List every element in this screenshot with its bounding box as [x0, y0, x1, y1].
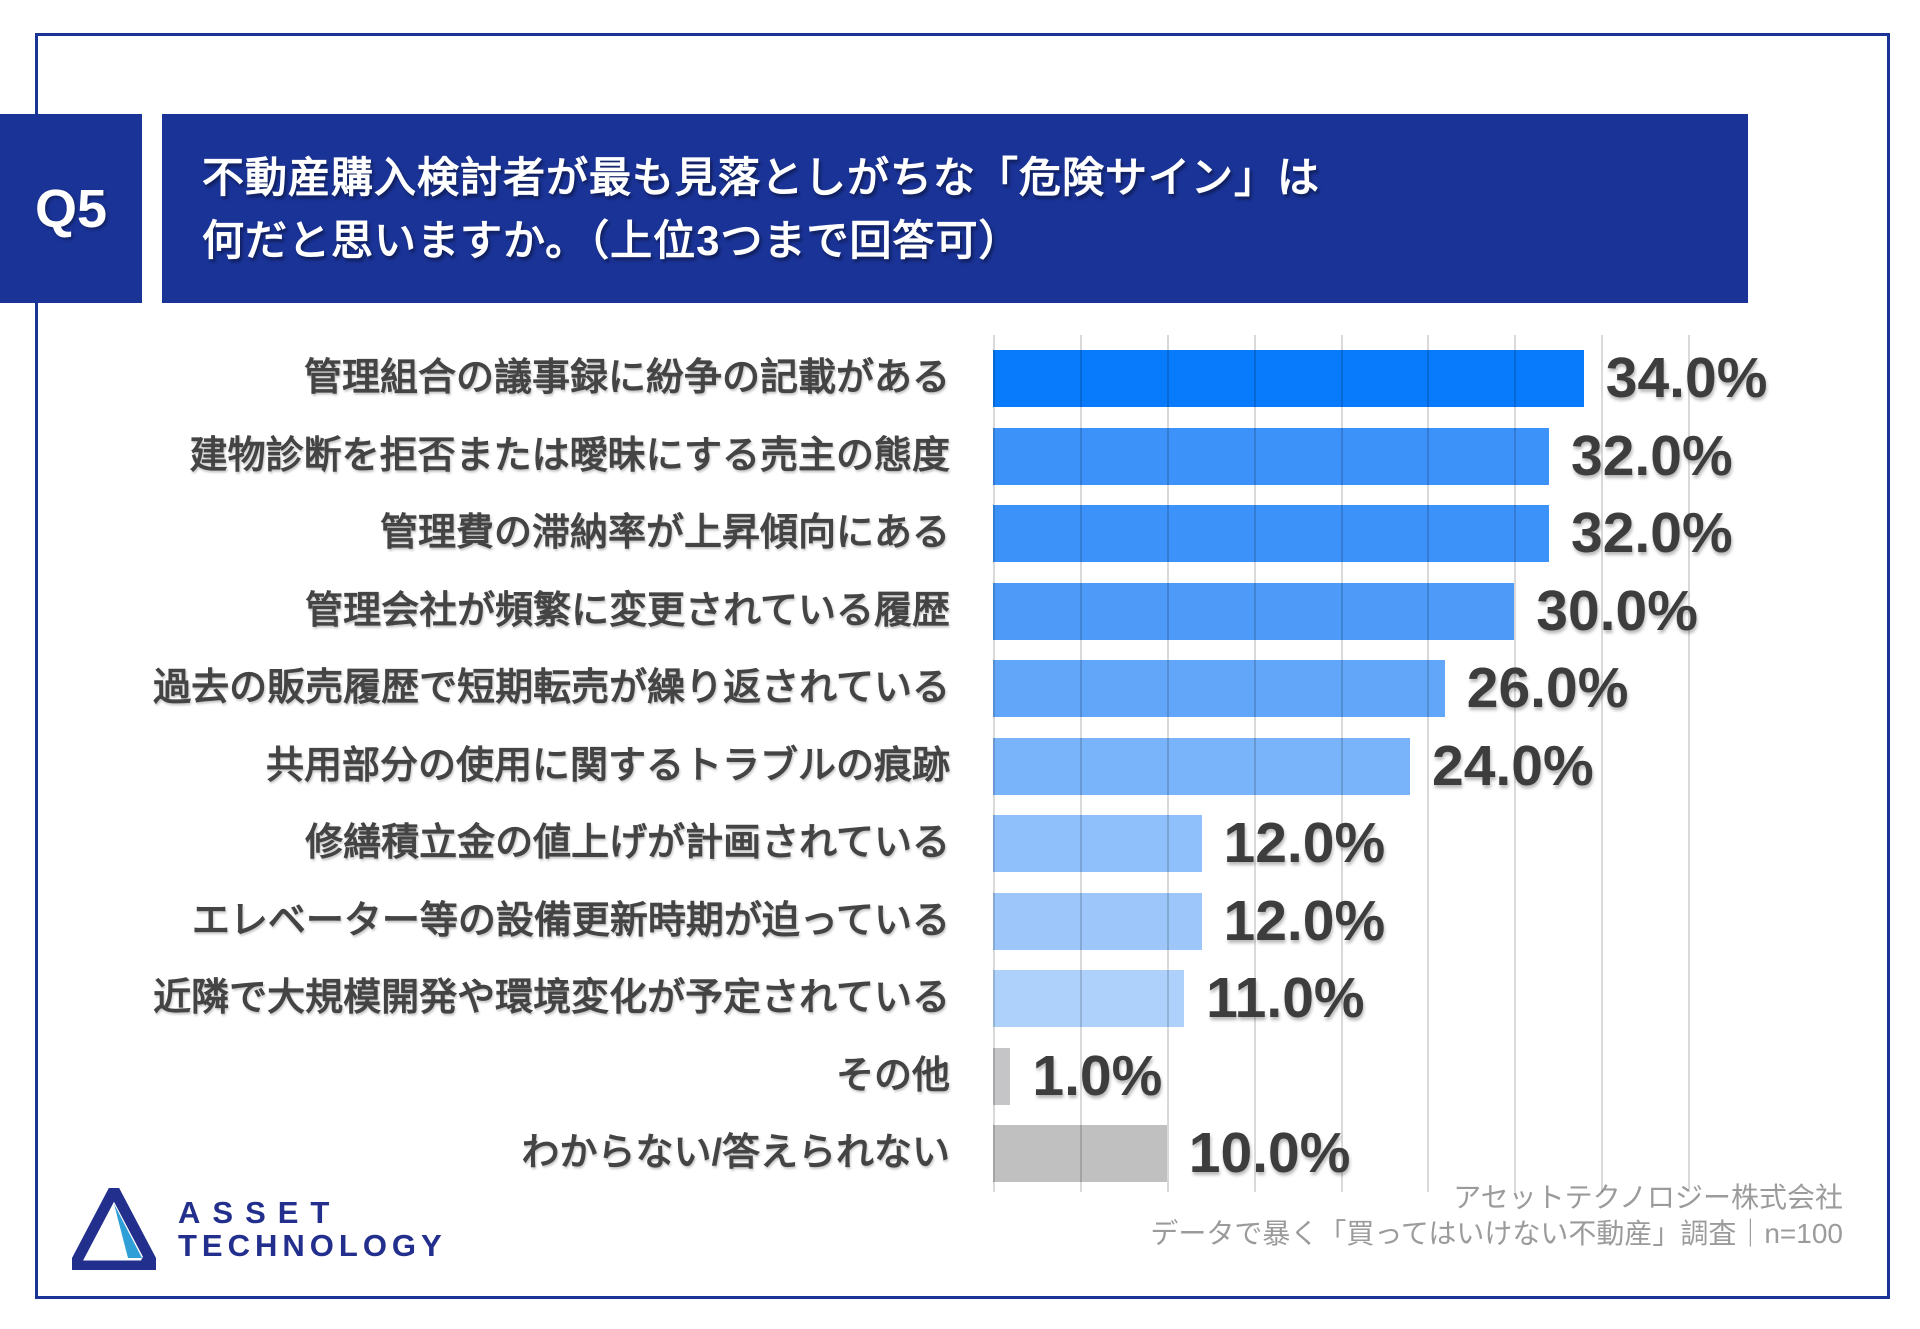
category-label: 建物診断を拒否または曖昧にする売主の態度: [189, 435, 950, 477]
gridline: [1253, 335, 1256, 1192]
bar: [993, 660, 1445, 717]
bar-row: 管理組合の議事録に紛争の記載がある 34.0%: [0, 350, 1920, 407]
gridline: [1166, 335, 1169, 1192]
bar-row: 管理会社が頻繁に変更されている履歴 30.0%: [0, 583, 1920, 640]
bar-row: その他 1.0%: [0, 1048, 1920, 1105]
bar: [993, 428, 1549, 485]
bar-row: 建物診断を拒否または曖昧にする売主の態度 32.0%: [0, 428, 1920, 485]
question-number: Q5: [34, 178, 108, 239]
question-text-line1: 不動産購入検討者が最も見落としがちな「危険サイン」は: [202, 153, 1321, 201]
gridline: [1514, 335, 1517, 1192]
bar: [993, 1125, 1167, 1182]
category-label: エレベーター等の設備更新時期が迫っている: [191, 900, 950, 942]
gridline: [1079, 335, 1082, 1192]
category-label: 管理費の滞納率が上昇傾向にある: [379, 512, 950, 554]
value-label: 12.0%: [1223, 889, 1386, 953]
bar: [993, 350, 1584, 407]
survey-credit: アセットテクノロジー株式会社 データで暴く「買ってはいけない不動産」調査｜n=1…: [1150, 1180, 1843, 1252]
credit-survey-info: データで暴く「買ってはいけない不動産」調査｜n=100: [1150, 1218, 1843, 1249]
logo-text: ASSET TECHNOLOGY: [178, 1196, 447, 1262]
bar-row: 近隣で大規模開発や環境変化が予定されている 11.0%: [0, 970, 1920, 1027]
bar-row: 修繕積立金の値上げが計画されている 12.0%: [0, 815, 1920, 872]
value-label: 10.0%: [1188, 1121, 1351, 1185]
value-label: 24.0%: [1432, 734, 1594, 798]
value-label: 32.0%: [1571, 424, 1733, 488]
gridline: [1688, 335, 1690, 1192]
category-label: わからない/答えられない: [521, 1132, 950, 1174]
category-label: 過去の販売履歴で短期転売が繰り返されている: [153, 667, 950, 709]
value-label: 1.0%: [1032, 1044, 1163, 1108]
category-label: 修繕積立金の値上げが計画されている: [305, 822, 950, 864]
bar: [993, 583, 1515, 640]
gridline: [993, 335, 995, 1192]
gridline: [1601, 335, 1604, 1192]
value-label: 30.0%: [1536, 579, 1698, 643]
category-label: 管理会社が頻繁に変更されている履歴: [305, 590, 950, 632]
value-label: 12.0%: [1223, 811, 1386, 875]
question-text-line2: 何だと思いますか。（上位3つまで回答可）: [202, 216, 1022, 264]
bar-row: 共用部分の使用に関するトラブルの痕跡 24.0%: [0, 738, 1920, 795]
category-label: 共用部分の使用に関するトラブルの痕跡: [265, 745, 950, 787]
bar: [993, 505, 1549, 562]
value-label: 32.0%: [1571, 501, 1733, 565]
bar: [993, 815, 1202, 872]
bar-row: 管理費の滞納率が上昇傾向にある 32.0%: [0, 505, 1920, 562]
logo-triangle-icon: [72, 1188, 156, 1270]
credit-company: アセットテクノロジー株式会社: [1453, 1182, 1843, 1213]
question-header: 不動産購入検討者が最も見落としがちな「危険サイン」は 何だと思いますか。（上位3…: [162, 114, 1748, 303]
bar-row: エレベーター等の設備更新時期が迫っている 12.0%: [0, 893, 1920, 950]
category-label: 近隣で大規模開発や環境変化が予定されている: [153, 977, 950, 1019]
logo-text-line1: ASSET: [178, 1195, 342, 1230]
category-label: その他: [835, 1055, 950, 1097]
logo-text-line2: TECHNOLOGY: [178, 1228, 447, 1263]
slide-border-frame: [35, 33, 1890, 1299]
bar-row: 過去の販売履歴で短期転売が繰り返されている 26.0%: [0, 660, 1920, 717]
bar: [993, 970, 1185, 1027]
bar: [993, 893, 1202, 950]
category-label: 管理組合の議事録に紛争の記載がある: [303, 357, 950, 399]
value-label: 34.0%: [1605, 346, 1768, 410]
bar: [993, 738, 1410, 795]
gridline: [1340, 335, 1343, 1192]
value-label: 26.0%: [1466, 656, 1629, 720]
value-label: 11.0%: [1206, 966, 1365, 1030]
gridline: [1427, 335, 1430, 1192]
bar: [993, 1048, 1011, 1105]
bar-row: わからない/答えられない 10.0%: [0, 1125, 1920, 1182]
question-number-box: Q5: [0, 114, 142, 303]
company-logo: ASSET TECHNOLOGY: [72, 1188, 447, 1270]
